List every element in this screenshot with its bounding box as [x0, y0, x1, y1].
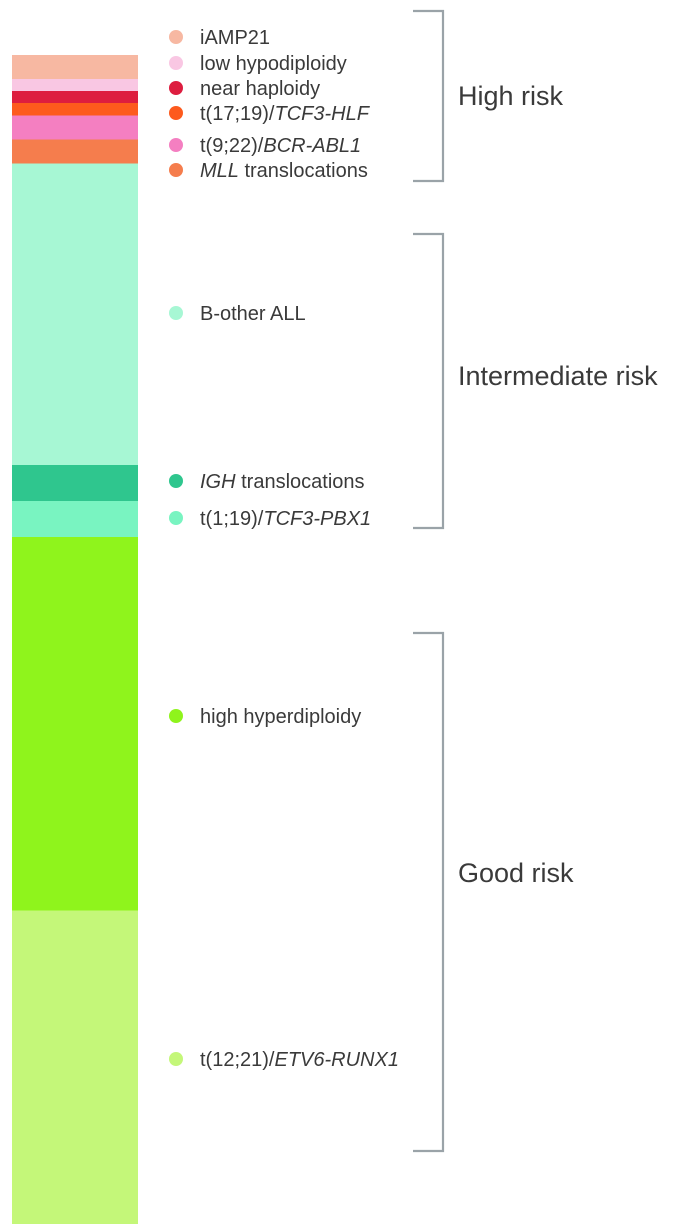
bar-segment-t12-21 [12, 910, 138, 1224]
group-label-high: High risk [458, 81, 564, 111]
legend-label-t9-22: t(9;22)/BCR-ABL1 [200, 135, 361, 157]
bar-segment-t17-19 [12, 103, 138, 116]
legend-label-high-hyperdiploidy: high hyperdiploidy [200, 706, 361, 728]
legend-label-near-haploidy: near haploidy [200, 78, 320, 100]
legend-label-igh: IGH translocations [200, 471, 365, 493]
legend-label-mll: MLL translocations [200, 160, 368, 182]
legend-label-b-other: B-other ALL [200, 303, 306, 325]
legend-label-iamp21: iAMP21 [200, 27, 270, 49]
group-label-intermediate: Intermediate risk [458, 361, 658, 391]
legend-label-low-hypodiploidy: low hypodiploidy [200, 53, 347, 75]
legend-label-t17-19: t(17;19)/TCF3-HLF [200, 103, 371, 125]
bar-segment-near-haploidy [12, 91, 138, 104]
legend-dot-t1-19 [169, 511, 183, 525]
bar-segment-t9-22 [12, 115, 138, 140]
bracket-intermediate [413, 232, 445, 530]
bracket-high [413, 9, 445, 183]
legend-label-t1-19: t(1;19)/TCF3-PBX1 [200, 508, 371, 530]
bar-segment-igh [12, 464, 138, 502]
bar-segment-t1-19 [12, 500, 138, 538]
legend-dot-iamp21 [169, 30, 183, 44]
legend-dot-b-other [169, 306, 183, 320]
legend-dot-t17-19 [169, 106, 183, 120]
legend-dot-igh [169, 474, 183, 488]
bar-segment-b-other [12, 163, 138, 466]
legend: iAMP21 low hypodiploidy near haploidy t(17;… [169, 27, 399, 1071]
legend-dot-near-haploidy [169, 81, 183, 95]
legend-dot-high-hyperdiploidy [169, 709, 183, 723]
legend-dot-t9-22 [169, 138, 183, 152]
bracket-good [413, 631, 445, 1153]
bar-segment-mll [12, 139, 138, 164]
stacked-bar [12, 55, 138, 1224]
legend-label-t12-21: t(12;21)/ETV6-RUNX1 [200, 1049, 399, 1071]
legend-dot-mll [169, 163, 183, 177]
legend-dot-low-hypodiploidy [169, 56, 183, 70]
group-label-good: Good risk [458, 858, 574, 888]
legend-dot-t12-21 [169, 1052, 183, 1066]
bar-segment-iamp21 [12, 55, 138, 80]
bar-segment-low-hypodiploidy [12, 79, 138, 92]
risk-group-brackets: High risk Intermediate risk Good risk [413, 9, 658, 1153]
bar-segment-high-hyperdiploidy [12, 537, 138, 912]
